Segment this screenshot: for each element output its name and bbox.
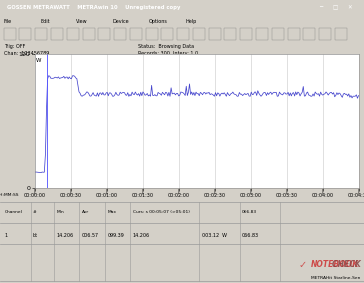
- Text: Chan:  123456789: Chan: 123456789: [4, 51, 49, 56]
- Text: File: File: [4, 19, 12, 24]
- Bar: [193, 28, 205, 40]
- Text: 00:03:30: 00:03:30: [276, 193, 297, 198]
- Text: 00:01:00: 00:01:00: [96, 193, 118, 198]
- Bar: [146, 28, 158, 40]
- Text: 00:02:00: 00:02:00: [167, 193, 190, 198]
- Text: |: |: [34, 188, 35, 194]
- Text: |: |: [178, 188, 179, 194]
- Text: Avr: Avr: [82, 209, 89, 214]
- Bar: [19, 28, 31, 40]
- Text: |: |: [358, 188, 359, 194]
- Text: METRAHit Starline-Sen: METRAHit Starline-Sen: [311, 276, 360, 280]
- Text: 00:03:00: 00:03:00: [240, 193, 262, 198]
- Bar: [51, 28, 63, 40]
- Text: ─: ─: [319, 5, 322, 10]
- Text: 00:01:30: 00:01:30: [131, 193, 154, 198]
- Bar: [225, 28, 237, 40]
- Text: 003.12  W: 003.12 W: [202, 233, 227, 238]
- Text: 14.206: 14.206: [56, 233, 74, 238]
- Text: |: |: [70, 188, 71, 194]
- Text: bt: bt: [33, 233, 38, 238]
- Text: 00:00:30: 00:00:30: [60, 193, 82, 198]
- Bar: [177, 28, 189, 40]
- Text: Help: Help: [186, 19, 197, 24]
- Text: Min: Min: [56, 209, 64, 214]
- Text: Trig: OFF: Trig: OFF: [4, 44, 25, 49]
- Text: 00:04:30: 00:04:30: [348, 193, 364, 198]
- Text: |: |: [322, 188, 324, 194]
- Text: HH:MM:SS: HH:MM:SS: [0, 193, 19, 197]
- Text: Edit: Edit: [40, 19, 50, 24]
- Text: Device: Device: [113, 19, 130, 24]
- Text: GOSSEN METRAWATT    METRAwin 10    Unregistered copy: GOSSEN METRAWATT METRAwin 10 Unregistere…: [7, 5, 181, 10]
- Text: Curs: s 00:05:07 (>05:01): Curs: s 00:05:07 (>05:01): [133, 209, 190, 214]
- Bar: [288, 28, 300, 40]
- Bar: [240, 28, 252, 40]
- Text: Max: Max: [107, 209, 116, 214]
- Text: Status:  Browsing Data: Status: Browsing Data: [138, 44, 194, 49]
- Bar: [83, 28, 95, 40]
- Text: CHECK: CHECK: [311, 260, 361, 269]
- Bar: [35, 28, 47, 40]
- Bar: [319, 28, 331, 40]
- Text: 00:00:00: 00:00:00: [24, 193, 46, 198]
- Bar: [256, 28, 268, 40]
- Text: |: |: [250, 188, 252, 194]
- Bar: [98, 28, 110, 40]
- Text: ✓: ✓: [298, 260, 306, 270]
- Text: 00:02:30: 00:02:30: [203, 193, 226, 198]
- Text: 14.206: 14.206: [133, 233, 150, 238]
- Text: Options: Options: [149, 19, 168, 24]
- Text: |: |: [286, 188, 288, 194]
- Bar: [67, 28, 79, 40]
- Text: NOTEBOOK: NOTEBOOK: [311, 260, 359, 269]
- Bar: [335, 28, 347, 40]
- Text: #: #: [33, 209, 36, 214]
- Text: |: |: [214, 188, 215, 194]
- Text: W: W: [36, 58, 42, 63]
- Bar: [114, 28, 126, 40]
- Text: 006.57: 006.57: [82, 233, 99, 238]
- Bar: [4, 28, 16, 40]
- Text: View: View: [76, 19, 88, 24]
- Text: Channel: Channel: [4, 209, 22, 214]
- Bar: [272, 28, 284, 40]
- Text: 066.83: 066.83: [242, 233, 259, 238]
- Text: ✕: ✕: [347, 5, 352, 10]
- Text: 1: 1: [4, 233, 8, 238]
- Text: |: |: [106, 188, 107, 194]
- Bar: [130, 28, 142, 40]
- Text: 00:04:00: 00:04:00: [312, 193, 333, 198]
- Text: □: □: [332, 5, 337, 10]
- Bar: [209, 28, 221, 40]
- Text: 066.83: 066.83: [242, 209, 257, 214]
- Text: |: |: [142, 188, 143, 194]
- Bar: [161, 28, 173, 40]
- Text: Records: 300  Interv: 1.0: Records: 300 Interv: 1.0: [138, 51, 198, 56]
- Text: 099.39: 099.39: [107, 233, 124, 238]
- Bar: [303, 28, 315, 40]
